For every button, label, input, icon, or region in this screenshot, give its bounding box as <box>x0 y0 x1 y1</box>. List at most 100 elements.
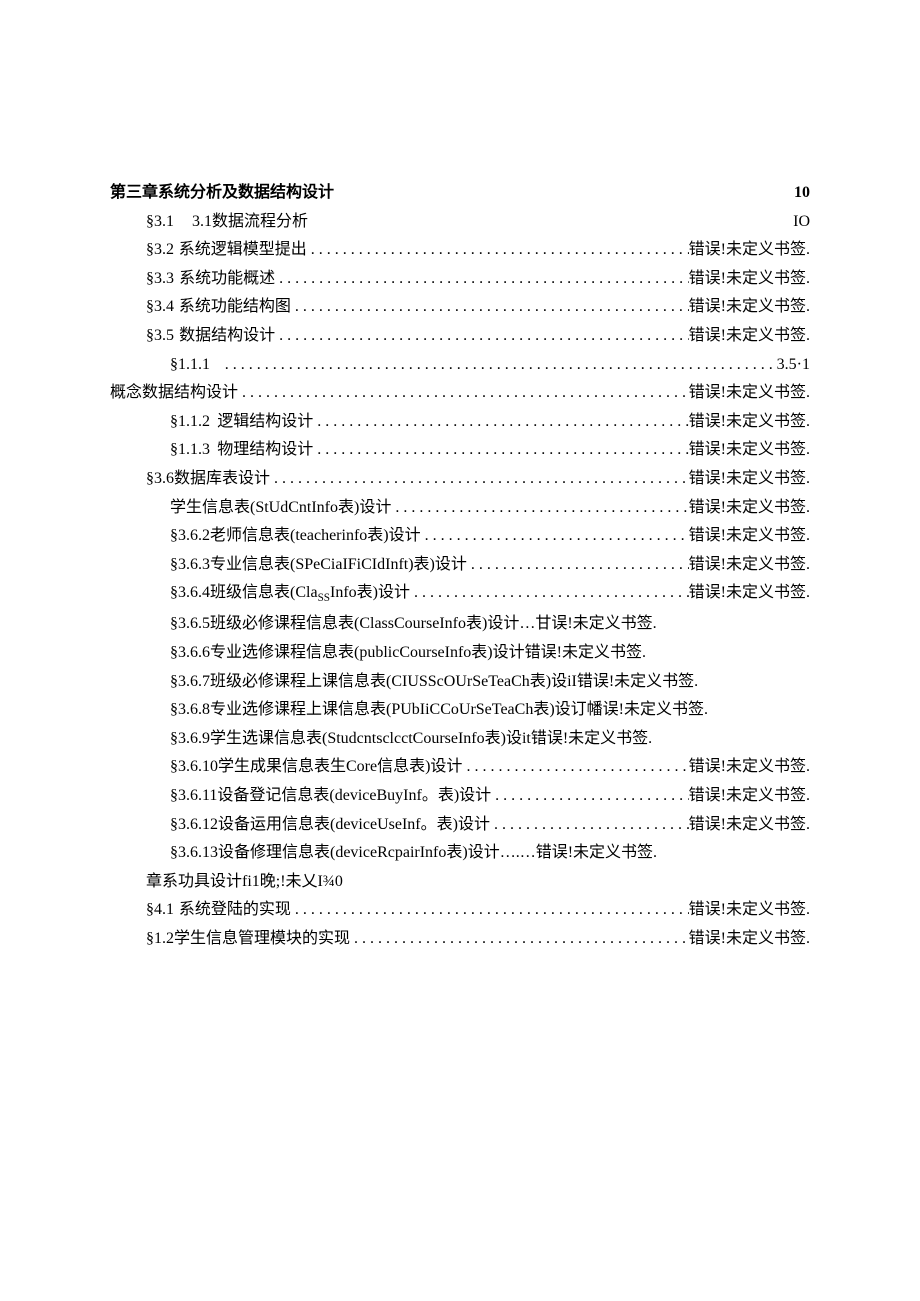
toc-leader-dots <box>421 523 689 549</box>
toc-entry: §1.1.1 3.5·1 <box>110 352 810 378</box>
toc-entry-page: 错误!未定义书签. <box>689 323 810 349</box>
toc-entry-title: §3.6.6专业选修课程信息表(publicCourseInfo表)设计错误!未… <box>170 640 646 666</box>
toc-entry-page: 错误!未定义书签. <box>689 237 810 263</box>
toc-entry: §1.1.2逻辑结构设计错误!未定义书签. <box>110 409 810 435</box>
toc-leader-dots <box>467 552 689 578</box>
toc-entry-page: 错误!未定义书签. <box>689 466 810 492</box>
toc-entry-page: 错误!未定义书签. <box>689 437 810 463</box>
toc-entry-title: 物理结构设计 <box>217 437 313 463</box>
toc-entry-label: §3.4 <box>146 294 174 320</box>
toc-entry: §3.4系统功能结构图 错误!未定义书签. <box>110 294 810 320</box>
toc-entry-page: 错误!未定义书签. <box>689 897 810 923</box>
toc-entry: §3.5数据结构设计 错误!未定义书签. <box>110 323 810 349</box>
toc-entry: §3.6.10学生成果信息表生Core信息表)设计 错误!未定义书签. <box>110 754 810 780</box>
toc-entry-title: §3.6数据库表设计 <box>146 466 270 492</box>
toc-leader-dots <box>462 754 688 780</box>
toc-entry-title: §3.6.11设备登记信息表(deviceBuyInf。表)设计 <box>170 783 491 809</box>
toc-entry-title: §3.6.2老师信息表(teacherinfo表)设计 <box>170 523 421 549</box>
toc-entry-title: §3.6.4班级信息表(ClaSSInfo表)设计 <box>170 580 410 608</box>
toc-entry: §3.6.12设备运用信息表(deviceUseInf。表)设计 错误!未定义书签… <box>110 812 810 838</box>
toc-entry-page: 错误!未定义书签. <box>689 580 810 606</box>
toc-entry-title: §3.6.10学生成果信息表生Core信息表)设计 <box>170 754 462 780</box>
toc-leader-dots <box>313 437 688 463</box>
toc-entry-page: 错误!未定义书签. <box>689 523 810 549</box>
toc-entry: §3.6.13设备修理信息表(deviceRcpairInfo表)设计….…错误… <box>110 840 810 866</box>
toc-entry-page: 错误!未定义书签. <box>689 409 810 435</box>
toc-leader-dots <box>307 237 689 263</box>
toc-entry: §3.6.7班级必修课程上课信息表(CIUSScOUrSeTeaCh表)设iI错… <box>110 669 810 695</box>
toc-leader-dots <box>275 266 689 292</box>
toc-entry: §3.6.11设备登记信息表(deviceBuyInf。表)设计 错误!未定义书签… <box>110 783 810 809</box>
toc-entry: §4.1系统登陆的实现 错误!未定义书签. <box>110 897 810 923</box>
toc-entry: §1.2学生信息管理模块的实现 错误!未定义书签. <box>110 926 810 952</box>
toc-entry-title: §3.6.3专业信息表(SPeCiaIFiCIdInft)表)设计 <box>170 552 467 578</box>
toc-entry-title: §3.6.9学生选课信息表(StudcntsclcctCourseInfo表)设… <box>170 726 652 752</box>
toc-entry-page: 3.5·1 <box>777 352 810 378</box>
toc-entry-title: 数据结构设计 <box>179 323 275 349</box>
toc-leader-dots <box>491 783 689 809</box>
toc-entry-label: §3.2 <box>146 237 174 263</box>
toc-leader-dots <box>291 897 689 923</box>
toc-entry: §3.6.4班级信息表(ClaSSInfo表)设计 错误!未定义书签. <box>110 580 810 608</box>
toc-entry-title: 系统功能结构图 <box>179 294 291 320</box>
toc-entry-title: 3.1数据流程分析 <box>192 209 308 235</box>
toc-entry-title: §3.6.7班级必修课程上课信息表(CIUSScOUrSeTeaCh表)设iI错… <box>170 669 698 695</box>
toc-leader-dots <box>313 409 688 435</box>
toc-entry: §3.6.5班级必修课程信息表(ClassCourseInfo表)设计…甘误!未… <box>110 611 810 637</box>
toc-entry: §3.2系统逻辑模型提出 错误!未定义书签. <box>110 237 810 263</box>
toc-entry: §3.6.9学生选课信息表(StudcntsclcctCourseInfo表)设… <box>110 726 810 752</box>
toc-entry: 概念数据结构设计 错误!未定义书签. <box>110 380 810 406</box>
toc-entry-title: §3.6.13设备修理信息表(deviceRcpairInfo表)设计….…错误… <box>170 840 657 866</box>
toc-page: 第三章系统分析及数据结构设计10§3.13.1数据流程分析IO§3.2系统逻辑模… <box>0 0 920 952</box>
toc-entry-title: 系统逻辑模型提出 <box>179 237 307 263</box>
toc-entry-title: 系统功能概述 <box>179 266 275 292</box>
toc-entry-label: §1.1.1 <box>170 352 210 378</box>
toc-entry: §1.1.3 物理结构设计 错误!未定义书签. <box>110 437 810 463</box>
toc-entry: §3.3系统功能概述 错误!未定义书签. <box>110 266 810 292</box>
toc-leader-dots <box>490 812 689 838</box>
toc-entry-title: §3.6.8专业选修课程上课信息表(PUbIiCCoUrSeTeaCh表)设订幡… <box>170 697 708 723</box>
toc-entry: 第三章系统分析及数据结构设计 10 <box>110 180 810 206</box>
toc-leader-dots <box>291 294 689 320</box>
toc-entry-title: §3.6.12设备运用信息表(deviceUseInf。表)设计 <box>170 812 490 838</box>
toc-leader-dots <box>350 926 689 952</box>
toc-leader-dots <box>270 466 689 492</box>
toc-entry-title: 章系功具设计fi1晚;!未乂I¾0 <box>146 869 343 895</box>
toc-entry-label: §1.1.3 <box>170 437 210 463</box>
toc-entry-title: §3.6.5班级必修课程信息表(ClassCourseInfo表)设计…甘误!未… <box>170 611 657 637</box>
toc-entry-title: §1.2学生信息管理模块的实现 <box>146 926 350 952</box>
toc-entry: §3.6.3专业信息表(SPeCiaIFiCIdInft)表)设计 错误!未定义书… <box>110 552 810 578</box>
toc-entry-page: 错误!未定义书签. <box>689 266 810 292</box>
toc-entry-page: 错误!未定义书签. <box>689 926 810 952</box>
toc-entry-page: 错误!未定义书签. <box>689 552 810 578</box>
toc-entry: 章系功具设计fi1晚;!未乂I¾0 <box>110 869 810 895</box>
toc-leader-dots <box>221 352 777 378</box>
toc-entry-page: 错误!未定义书签. <box>689 380 810 406</box>
toc-entry-label: §4.1 <box>146 897 174 923</box>
toc-entry-page: 错误!未定义书签. <box>689 812 810 838</box>
toc-entry-title: 概念数据结构设计 <box>110 380 238 406</box>
toc-entry-page: IO <box>790 209 810 235</box>
toc-entry-label: §3.5 <box>146 323 174 349</box>
toc-entry-title: 学生信息表(StUdCntInfo表)设计 <box>170 495 391 521</box>
toc-leader-dots <box>238 380 689 406</box>
toc-leader-dots <box>410 580 689 606</box>
toc-entry-label: §3.1 <box>146 209 174 235</box>
toc-entry: §3.6数据库表设计 错误!未定义书签. <box>110 466 810 492</box>
toc-entry-page: 10 <box>790 180 810 206</box>
toc-entry: §3.1 3.1数据流程分析 IO <box>110 209 810 235</box>
toc-entry-page: 错误!未定义书签. <box>689 495 810 521</box>
toc-leader-dots <box>275 323 689 349</box>
toc-leader-dots <box>391 495 688 521</box>
toc-entry-title: 系统登陆的实现 <box>179 897 291 923</box>
toc-entry: §3.6.6专业选修课程信息表(publicCourseInfo表)设计错误!未… <box>110 640 810 666</box>
toc-entry-page: 错误!未定义书签. <box>689 783 810 809</box>
toc-entry-title: 第三章系统分析及数据结构设计 <box>110 180 334 206</box>
toc-entry-title: 逻辑结构设计 <box>217 409 313 435</box>
toc-entry: 学生信息表(StUdCntInfo表)设计 错误!未定义书签. <box>110 495 810 521</box>
toc-entry: §3.6.8专业选修课程上课信息表(PUbIiCCoUrSeTeaCh表)设订幡… <box>110 697 810 723</box>
toc-entry: §3.6.2老师信息表(teacherinfo表)设计 错误!未定义书签. <box>110 523 810 549</box>
toc-entry-label: §3.3 <box>146 266 174 292</box>
toc-entry-page: 错误!未定义书签. <box>689 294 810 320</box>
toc-entry-page: 错误!未定义书签. <box>689 754 810 780</box>
